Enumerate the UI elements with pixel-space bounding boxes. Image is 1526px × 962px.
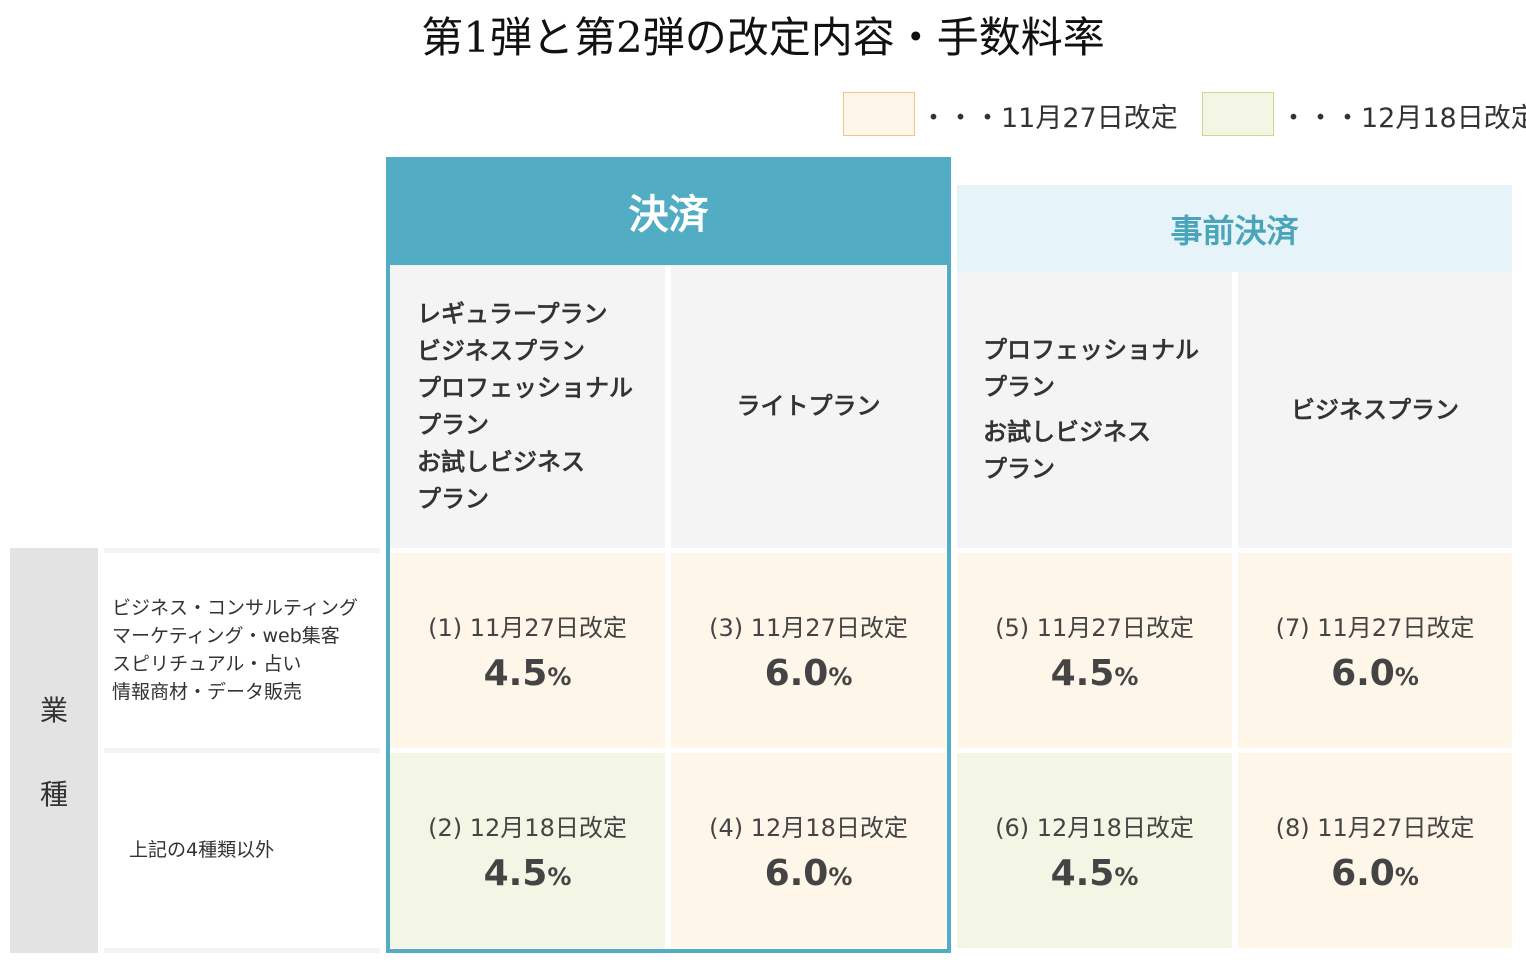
plan-name: お試しビジネス [417, 447, 585, 476]
industry-row-2: 上記の4種類以外 [129, 839, 275, 861]
industry-label: 業 [39, 693, 68, 727]
rate-value: 4.5% [483, 652, 572, 694]
plan-name: レギュラープラン [417, 299, 608, 328]
legend-swatch-nov27 [843, 92, 915, 136]
divider [104, 948, 380, 953]
rate-label: (1) 11月27日改定 [428, 613, 627, 642]
rate-cell-2: (2) 12月18日改定 4.5% [390, 753, 665, 948]
legend-label-dec18: ・・・12月18日改定 [1280, 103, 1526, 134]
plan-name: プラン [983, 455, 1055, 483]
rate-value: 6.0% [764, 852, 853, 894]
rate-cell-3: (3) 11月27日改定 6.0% [671, 553, 946, 748]
rate-cell-7: (7) 11月27日改定 6.0% [1238, 553, 1512, 748]
industry-item: マーケティング・web集客 [112, 625, 340, 647]
plan-name: プロフェッショナル [417, 373, 633, 402]
page-title: 第1弾と第2弾の改定内容・手数料率 [421, 13, 1105, 62]
legend-swatch-dec18 [1202, 92, 1274, 136]
industry-item: 情報商材・データ販売 [112, 681, 303, 703]
rate-value: 6.0% [764, 652, 853, 694]
industry-header: 業 種 [10, 548, 98, 953]
industry-row-1: ビジネス・コンサルティング マーケティング・web集客 スピリチュアル・占い 情… [112, 594, 358, 706]
rate-label: (3) 11月27日改定 [709, 613, 908, 642]
plan-name: ビジネスプラン [417, 336, 585, 365]
rate-value: 4.5% [483, 852, 572, 894]
rate-value: 6.0% [1331, 852, 1419, 894]
rate-value: 6.0% [1331, 652, 1419, 694]
rate-value: 4.5% [1050, 852, 1139, 894]
rate-label: (7) 11月27日改定 [1275, 613, 1475, 642]
rate-cell-4: (4) 12月18日改定 6.0% [671, 753, 946, 948]
jizen-kessai-header: 事前決済 [957, 185, 1512, 272]
rate-label: (6) 12月18日改定 [995, 813, 1194, 842]
divider [104, 548, 380, 553]
plan-cell-1: レギュラープラン ビジネスプラン プロフェッショナル プラン お試しビジネス プ… [390, 265, 665, 548]
plan-name: プラン [417, 410, 489, 439]
plan-cell-3: プロフェッショナル プラン お試しビジネス プラン [957, 272, 1232, 548]
rate-cell-1: (1) 11月27日改定 4.5% [390, 553, 665, 748]
rate-label: (4) 12月18日改定 [709, 813, 908, 842]
rate-cell-8: (8) 11月27日改定 6.0% [1238, 753, 1512, 948]
industry-item: ビジネス・コンサルティング [112, 597, 358, 619]
industry-item: スピリチュアル・占い [112, 653, 302, 675]
plan-name: プロフェッショナル [983, 336, 1199, 364]
plan-name: ライトプラン [736, 392, 881, 420]
rate-label: (5) 11月27日改定 [995, 613, 1194, 642]
industry-label: 種 [39, 777, 68, 811]
plan-cell-4: ビジネスプラン [1238, 272, 1512, 548]
rate-cell-6: (6) 12月18日改定 4.5% [957, 753, 1232, 948]
legend-label-nov27: ・・・11月27日改定 [920, 103, 1178, 134]
rate-value: 4.5% [1050, 652, 1139, 694]
plan-name: ビジネスプラン [1291, 395, 1459, 424]
rate-label: (8) 11月27日改定 [1275, 813, 1475, 842]
plan-name: お試しビジネス [983, 418, 1151, 446]
kessai-header: 決済 [386, 157, 951, 265]
rate-cell-5: (5) 11月27日改定 4.5% [957, 553, 1232, 748]
divider [104, 748, 380, 753]
plan-name: プラン [983, 373, 1055, 401]
plan-name: プラン [417, 484, 489, 513]
plan-cell-2: ライトプラン [671, 265, 946, 548]
rate-label: (2) 12月18日改定 [428, 813, 627, 842]
